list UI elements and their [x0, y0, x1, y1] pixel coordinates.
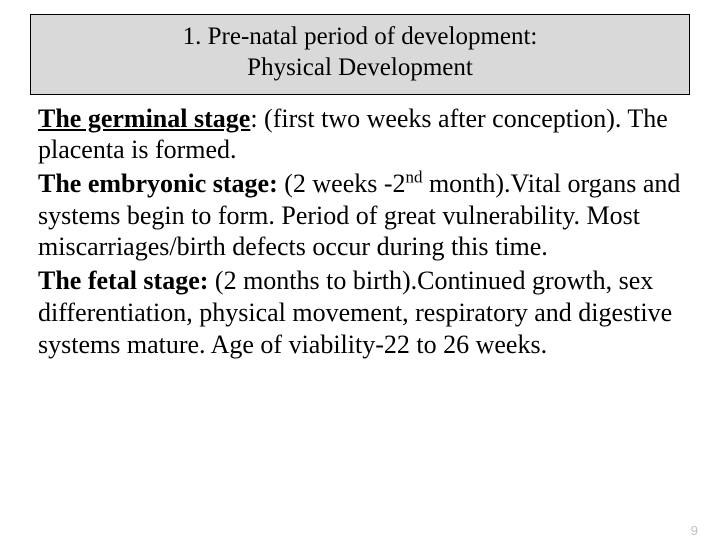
stage-embryonic: The embryonic stage: (2 weeks -2nd month… [38, 168, 682, 263]
page-number: 9 [691, 523, 698, 538]
title-line-2: Physical Development [41, 52, 679, 83]
stage-germinal: The germinal stage: (first two weeks aft… [38, 103, 682, 166]
title-line-1: 1. Pre-natal period of development: [41, 21, 679, 52]
slide-title-box: 1. Pre-natal period of development: Phys… [30, 14, 690, 95]
stage-embryonic-label: The embryonic stage: [38, 169, 278, 198]
stage-embryonic-sup: nd [406, 167, 423, 186]
stage-fetal: The fetal stage: (2 months to birth).Con… [38, 265, 682, 360]
slide-body: The germinal stage: (first two weeks aft… [38, 103, 682, 361]
stage-fetal-label: The fetal stage: [38, 266, 208, 295]
stage-embryonic-text-pre: (2 weeks -2 [278, 169, 406, 198]
stage-germinal-label: The germinal stage [38, 104, 250, 133]
